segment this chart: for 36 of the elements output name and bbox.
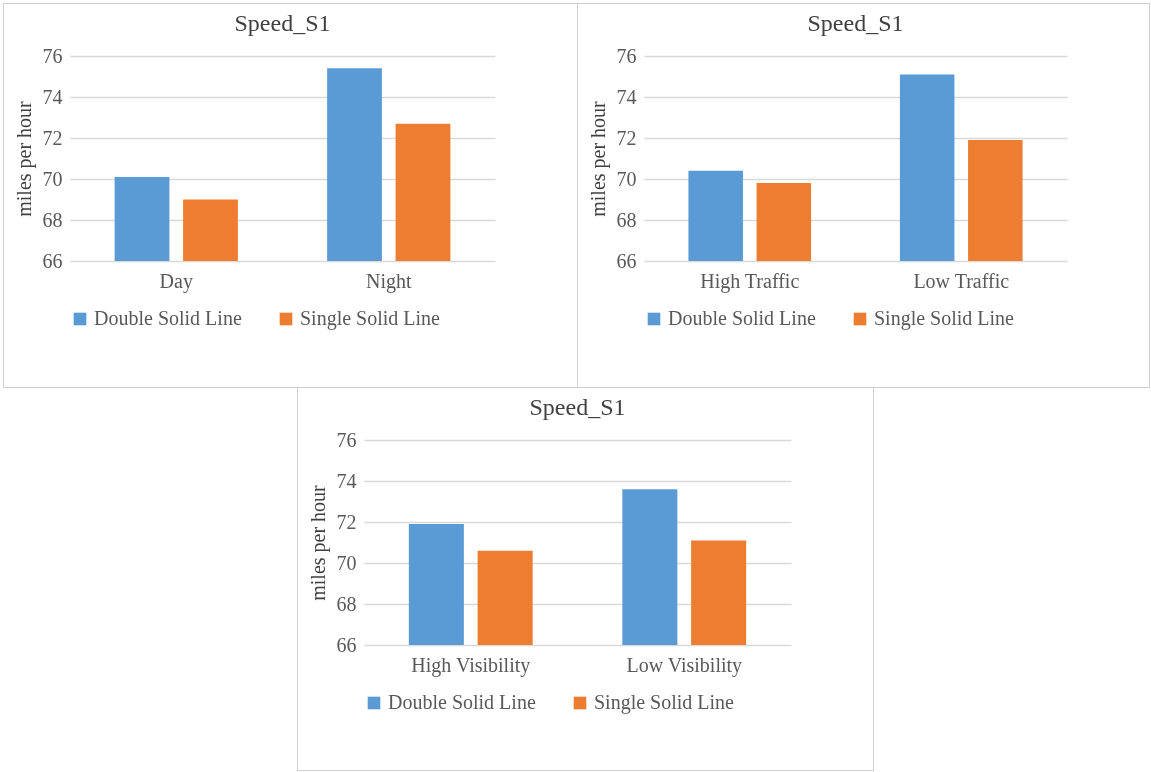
- legend-label: Single Solid Line: [594, 691, 735, 714]
- x-tick-label: High Traffic: [700, 269, 800, 293]
- y-tick-label: 76: [336, 428, 357, 451]
- legend-label: Single Solid Line: [874, 307, 1015, 330]
- y-tick-label: 66: [616, 249, 637, 272]
- x-tick-label: Night: [365, 269, 412, 293]
- y-tick-label: 76: [42, 44, 63, 67]
- y-tick-label: 72: [42, 126, 63, 149]
- chart-title: Speed_S1: [529, 394, 626, 420]
- x-tick-label: High Visibility: [411, 653, 531, 677]
- x-tick-label: Low Traffic: [913, 269, 1010, 292]
- y-tick-label: 66: [336, 633, 357, 656]
- y-tick-label: 72: [336, 510, 357, 533]
- y-tick-label: 70: [616, 167, 637, 190]
- y-axis-title: miles per hour: [12, 100, 36, 217]
- chart-title: Speed_S1: [807, 10, 904, 36]
- y-tick-label: 68: [336, 592, 357, 615]
- y-tick-label: 72: [616, 126, 637, 149]
- x-tick-label: Day: [159, 269, 193, 293]
- y-tick-label: 76: [616, 44, 637, 67]
- y-axis-title: miles per hour: [586, 100, 610, 217]
- legend-label: Double Solid Line: [668, 307, 816, 329]
- legend-label: Single Solid Line: [300, 307, 441, 330]
- legend-label: Double Solid Line: [94, 307, 242, 329]
- y-tick-label: 68: [42, 208, 63, 231]
- legend-label: Double Solid Line: [388, 691, 536, 713]
- y-tick-label: 70: [42, 167, 63, 190]
- y-tick-label: 68: [616, 208, 637, 231]
- y-tick-label: 74: [336, 469, 357, 492]
- chart-title: Speed_S1: [234, 10, 331, 36]
- y-tick-label: 66: [42, 249, 63, 272]
- y-axis-title: miles per hour: [306, 484, 330, 601]
- y-tick-label: 74: [616, 85, 637, 108]
- y-tick-label: 70: [336, 551, 357, 574]
- y-tick-label: 74: [42, 85, 63, 108]
- x-tick-label: Low Visibility: [626, 653, 743, 677]
